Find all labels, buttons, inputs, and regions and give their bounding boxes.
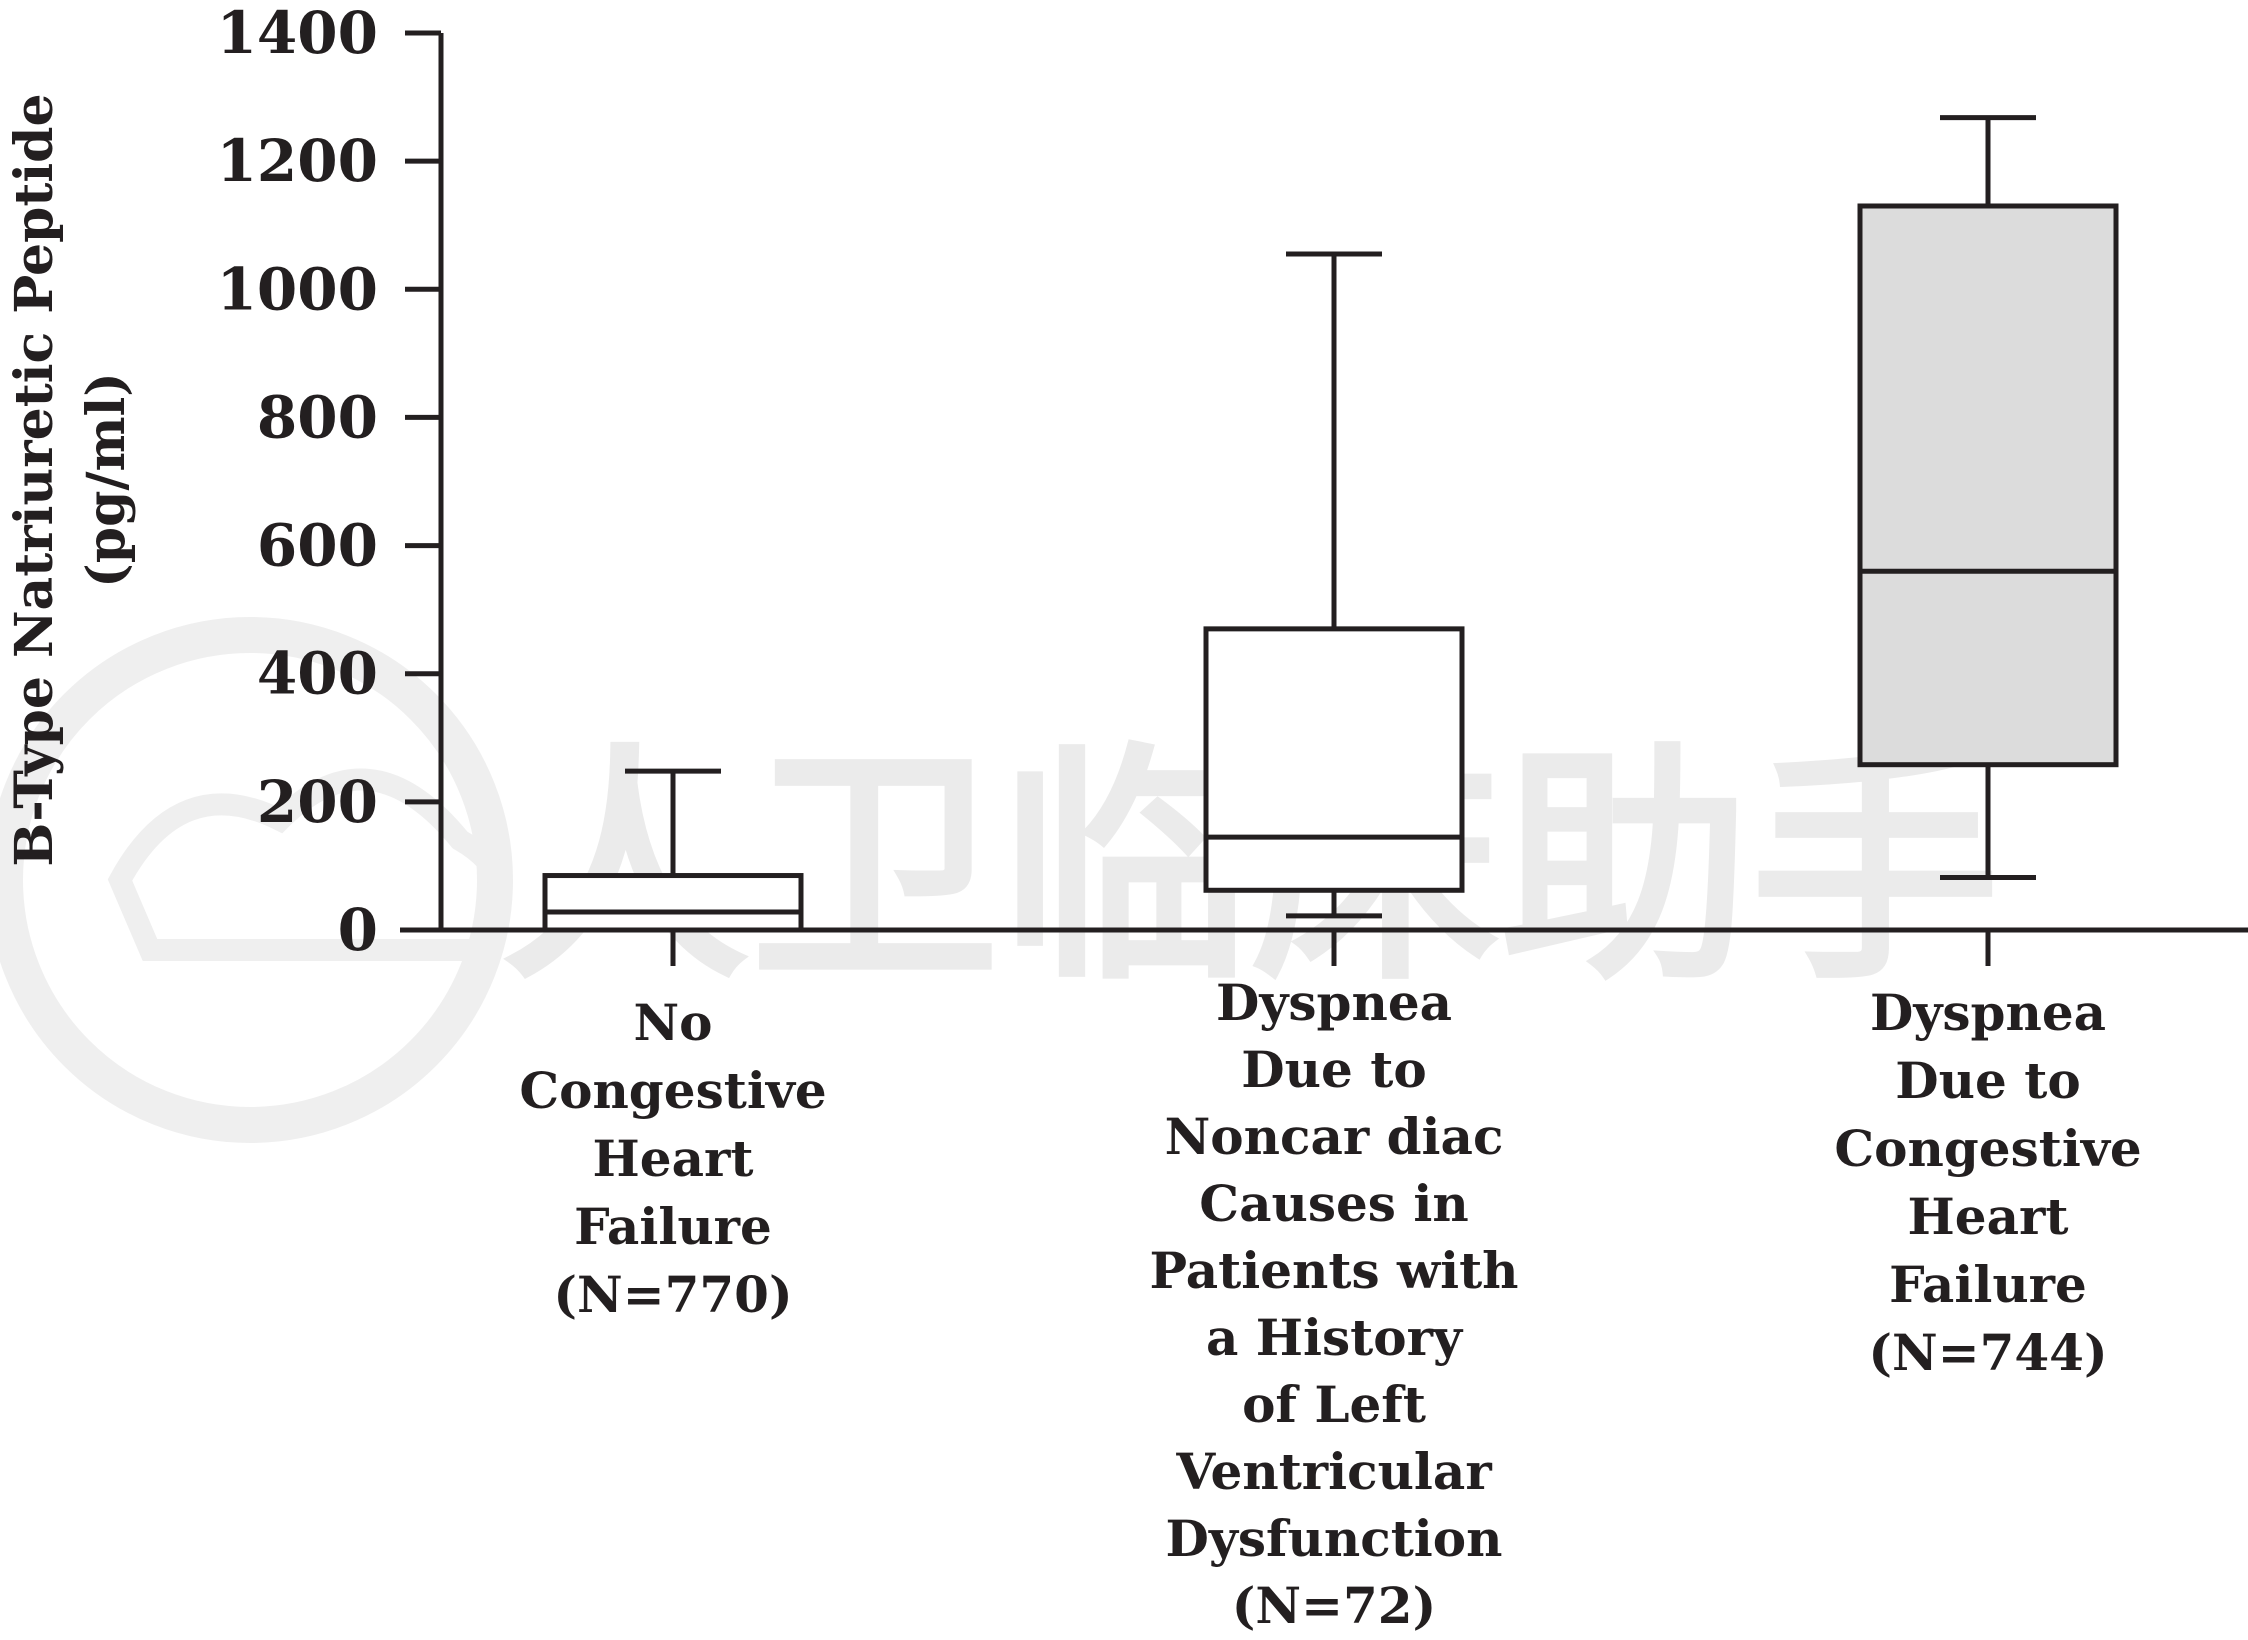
watermark-seal-icon <box>0 617 513 1143</box>
category-label: No Congestive Heart Failure (N=770) <box>519 993 826 1324</box>
category-label-line: Heart <box>593 1129 754 1188</box>
y-axis: 0 200 400 600 800 1000 1200 1400 <box>217 0 444 964</box>
category-label: Dyspnea Due to Congestive Heart Failure (N=74… <box>1834 983 2141 1382</box>
y-tick-label: 800 <box>257 383 378 451</box>
category-label-line: Heart <box>1908 1187 2069 1246</box>
category-label-line: a History <box>1206 1308 1464 1367</box>
box-series <box>542 115 2119 933</box>
box-1 <box>542 768 804 933</box>
y-axis-title-line-2: (pg/ml) <box>76 372 137 588</box>
category-label-line: Dyspnea <box>1216 973 1452 1032</box>
category-label-line: Congestive <box>519 1061 826 1120</box>
category-label-line: Causes in <box>1199 1174 1468 1233</box>
category-label-line: (N=744) <box>1868 1323 2107 1382</box>
category-label-line: Failure <box>574 1197 772 1256</box>
category-label-line: Due to <box>1895 1051 2080 1110</box>
category-label-line: of Left <box>1242 1375 1426 1434</box>
category-label-line: Failure <box>1889 1255 2087 1314</box>
iqr-box <box>1203 626 1465 893</box>
y-tick-label: 600 <box>257 512 378 580</box>
category-label-line: (N=770) <box>553 1265 792 1324</box>
x-axis: No Congestive Heart Failure (N=770) Dyspnea Du… <box>400 927 2248 1635</box>
x-ticks: No Congestive Heart Failure (N=770) Dyspnea Du… <box>519 930 2142 1635</box>
iqr-box <box>542 873 804 933</box>
y-tick-label: 1000 <box>217 255 378 323</box>
y-tick-label: 1200 <box>217 127 378 195</box>
category-label-line: Ventricular <box>1175 1442 1492 1501</box>
box-2 <box>1203 251 1465 919</box>
y-tick-label: 400 <box>257 640 378 708</box>
iqr-box <box>1857 203 2119 768</box>
box-3 <box>1857 115 2119 880</box>
category-label-line: Patients with <box>1149 1241 1518 1300</box>
category-label-line: (N=72) <box>1232 1576 1437 1635</box>
y-axis-title: B-Type Natriuretic Peptide (pg/ml) <box>4 93 137 866</box>
y-axis-title-line-1: B-Type Natriuretic Peptide <box>4 93 65 866</box>
category-label-line: Dyspnea <box>1870 983 2106 1042</box>
watermark: 人卫临床助手 <box>0 617 2000 1143</box>
category-label-line: Congestive <box>1834 1119 2141 1178</box>
y-ticks: 0 200 400 600 800 1000 1200 1400 <box>217 0 441 964</box>
y-tick-label: 1400 <box>217 0 378 67</box>
category-label-line: Dysfunction <box>1165 1509 1502 1568</box>
y-tick-label: 200 <box>257 768 378 836</box>
y-tick-label: 0 <box>338 896 378 964</box>
watermark-cloud-icon <box>107 768 512 961</box>
category-label-line: Noncar diac <box>1165 1107 1504 1166</box>
category-label: Dyspnea Due to Noncar diac Causes in Patient… <box>1149 973 1518 1635</box>
category-label-line: Due to <box>1241 1040 1426 1099</box>
category-label-line: No <box>633 993 712 1052</box>
